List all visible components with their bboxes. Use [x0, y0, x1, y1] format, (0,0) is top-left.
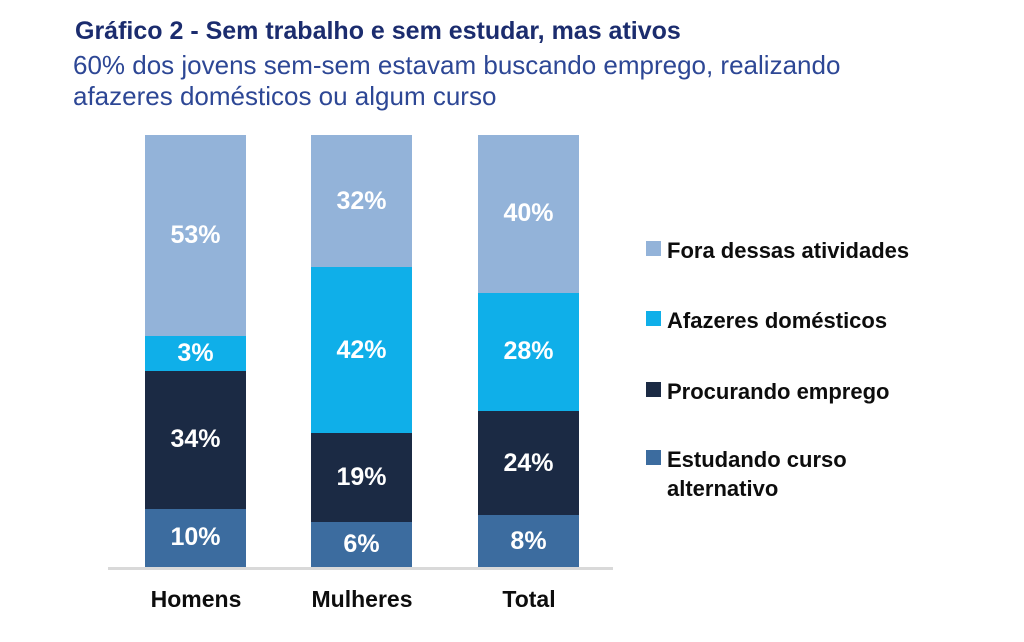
- legend-entry: Estudando curso alternativo: [646, 445, 929, 503]
- category-label: Total: [502, 586, 556, 612]
- segment-value-label: 40%: [503, 199, 554, 228]
- legend-swatch-icon: [646, 450, 661, 465]
- chart-legend: Fora dessas atividades Afazeres doméstico…: [646, 0, 946, 642]
- segment-value-label: 3%: [177, 338, 214, 367]
- legend-label: Procurando emprego: [667, 379, 890, 404]
- chart-title: Gráfico 2 - Sem trabalho e sem estudar, …: [75, 17, 681, 45]
- segment-value-label: 34%: [170, 425, 221, 454]
- bar-segment: 34%: [145, 370, 246, 509]
- bar-segment: 3%: [145, 335, 246, 371]
- stacked-bar-mulheres: 32% 42% 19% 6%: [311, 135, 412, 567]
- bar-segment: 24%: [478, 410, 579, 516]
- segment-value-label: 28%: [503, 337, 554, 366]
- chart-subtitle: 60% dos jovens sem-sem estavam buscando …: [73, 50, 841, 111]
- bar-segment: 28%: [478, 292, 579, 411]
- x-axis-line: [108, 567, 613, 570]
- bar-segment: 53%: [145, 135, 246, 336]
- legend-swatch-icon: [646, 382, 661, 397]
- legend-entry: Fora dessas atividades: [646, 236, 929, 265]
- bar-segment: 19%: [311, 433, 412, 522]
- legend-label: Estudando curso alternativo: [667, 447, 847, 501]
- bar-segment: 10%: [145, 508, 246, 567]
- segment-value-label: 8%: [510, 526, 547, 555]
- bar-segment: 6%: [311, 521, 412, 567]
- segment-value-label: 24%: [503, 448, 554, 477]
- segment-value-label: 53%: [170, 220, 221, 249]
- legend-entry: Afazeres domésticos: [646, 306, 929, 335]
- segment-value-label: 32%: [336, 186, 387, 215]
- category-label: Mulheres: [311, 586, 413, 612]
- category-label: Homens: [150, 586, 242, 612]
- legend-label: Fora dessas atividades: [667, 238, 910, 263]
- segment-value-label: 19%: [336, 463, 387, 492]
- segment-value-label: 42%: [336, 335, 387, 364]
- stacked-bar-homens: 53% 3% 34% 10%: [145, 135, 246, 567]
- stacked-bar-total: 40% 28% 24% 8%: [478, 135, 579, 567]
- bar-segment: 42%: [311, 267, 412, 434]
- segment-value-label: 10%: [170, 523, 221, 552]
- bar-segment: 40%: [478, 135, 579, 293]
- bar-segment: 8%: [478, 515, 579, 567]
- legend-swatch-icon: [646, 311, 661, 326]
- legend-label: Afazeres domésticos: [667, 308, 888, 333]
- x-axis-labels: Homens Mulheres Total: [0, 586, 1024, 616]
- segment-value-label: 6%: [343, 529, 380, 558]
- legend-swatch-icon: [646, 241, 661, 256]
- plot-area: 53% 3% 34% 10% 32% 42% 19% 6% 40% 28% 24% 8%: [0, 135, 1024, 567]
- bar-segment: 32%: [311, 135, 412, 268]
- legend-entry: Procurando emprego: [646, 377, 929, 406]
